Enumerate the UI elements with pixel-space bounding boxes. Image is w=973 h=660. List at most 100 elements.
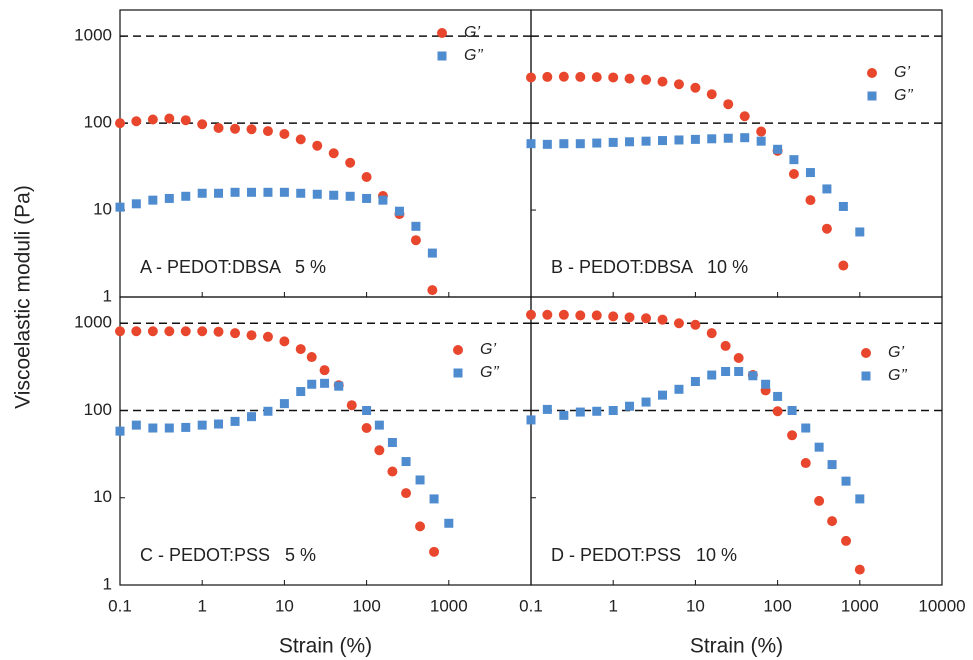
data-point <box>444 518 454 528</box>
data-point <box>320 378 330 388</box>
data-point <box>641 74 652 85</box>
data-point <box>658 136 668 146</box>
data-point <box>415 475 425 485</box>
legend-marker <box>453 368 463 378</box>
data-point <box>773 391 783 401</box>
data-point <box>279 187 289 197</box>
data-point <box>674 135 684 145</box>
data-point <box>526 139 536 149</box>
data-point <box>361 172 372 183</box>
x-axis-label: Strain (%) <box>690 635 783 658</box>
data-point <box>429 494 439 504</box>
data-point <box>658 390 668 400</box>
data-point <box>115 202 125 212</box>
legend-marker <box>437 51 447 61</box>
x-tick-label: 10 <box>275 596 294 615</box>
data-point <box>814 442 824 452</box>
data-point <box>262 331 273 342</box>
data-point <box>394 206 404 216</box>
data-point <box>115 326 125 337</box>
x-tick-label: 0.1 <box>108 596 132 615</box>
legend-label: G’’ <box>480 364 499 381</box>
data-point <box>838 201 848 211</box>
data-point <box>334 381 344 391</box>
x-tick-label: 1 <box>197 596 206 615</box>
panel-label: B - PEDOT:DBSA 10 % <box>551 257 748 277</box>
data-point <box>827 516 838 527</box>
data-point <box>805 168 815 178</box>
plot-frame <box>530 9 943 298</box>
data-point <box>328 148 339 159</box>
data-point <box>263 406 273 416</box>
data-point <box>559 410 569 420</box>
data-point <box>410 235 421 246</box>
data-point <box>374 420 384 430</box>
data-point <box>387 466 398 477</box>
data-point <box>147 326 158 337</box>
data-point <box>262 126 273 137</box>
data-point <box>131 116 142 127</box>
data-point <box>296 188 306 198</box>
data-point <box>559 139 569 149</box>
data-point <box>690 319 701 330</box>
data-point <box>787 430 798 441</box>
data-point <box>690 134 700 144</box>
data-point <box>542 309 553 320</box>
data-point <box>855 227 865 237</box>
data-point <box>575 407 585 417</box>
data-point <box>734 366 744 376</box>
data-point <box>279 128 290 139</box>
y-tick-label: 100 <box>84 400 112 419</box>
data-point <box>723 99 734 110</box>
data-point <box>723 133 733 143</box>
legend-label: G’ <box>888 344 904 361</box>
data-point <box>854 564 865 575</box>
data-point <box>542 71 553 82</box>
legend-marker <box>867 91 877 101</box>
x-axis-label: Strain (%) <box>279 635 372 658</box>
data-point <box>115 426 125 436</box>
data-point <box>761 379 771 389</box>
data-point <box>230 123 241 134</box>
data-point <box>214 188 224 198</box>
legend-marker <box>453 345 463 355</box>
data-point <box>279 399 289 409</box>
data-point <box>827 460 837 470</box>
data-point <box>345 157 356 168</box>
data-point <box>374 445 385 456</box>
data-point <box>608 137 618 147</box>
legend-marker <box>437 28 447 38</box>
data-point <box>387 437 397 447</box>
data-point <box>706 89 717 100</box>
data-point <box>401 488 412 499</box>
y-tick-label: 10 <box>93 200 112 219</box>
data-point <box>591 72 602 83</box>
data-point <box>657 314 668 325</box>
data-point <box>625 401 635 411</box>
data-point <box>247 187 257 197</box>
x-tick-label: 1000 <box>841 596 879 615</box>
data-point <box>756 126 767 137</box>
data-point <box>814 495 825 506</box>
x-tick-label: 10000 <box>918 596 965 615</box>
data-point <box>841 476 851 486</box>
data-point <box>197 188 207 198</box>
data-point <box>319 365 330 376</box>
x-tick-label: 10 <box>686 596 705 615</box>
data-point <box>148 423 158 433</box>
panel-label: A - PEDOT:DBSA 5 % <box>140 257 326 277</box>
data-point <box>641 136 651 146</box>
data-point <box>415 521 426 532</box>
data-point <box>295 344 306 355</box>
data-point <box>733 352 744 363</box>
data-point <box>213 326 224 337</box>
data-point <box>131 199 141 209</box>
data-point <box>147 114 158 125</box>
data-point <box>721 366 731 376</box>
data-point <box>164 193 174 203</box>
data-point <box>841 535 852 546</box>
data-point <box>789 155 799 165</box>
legend-label: G’ <box>894 64 910 81</box>
x-tick-label: 100 <box>352 596 380 615</box>
